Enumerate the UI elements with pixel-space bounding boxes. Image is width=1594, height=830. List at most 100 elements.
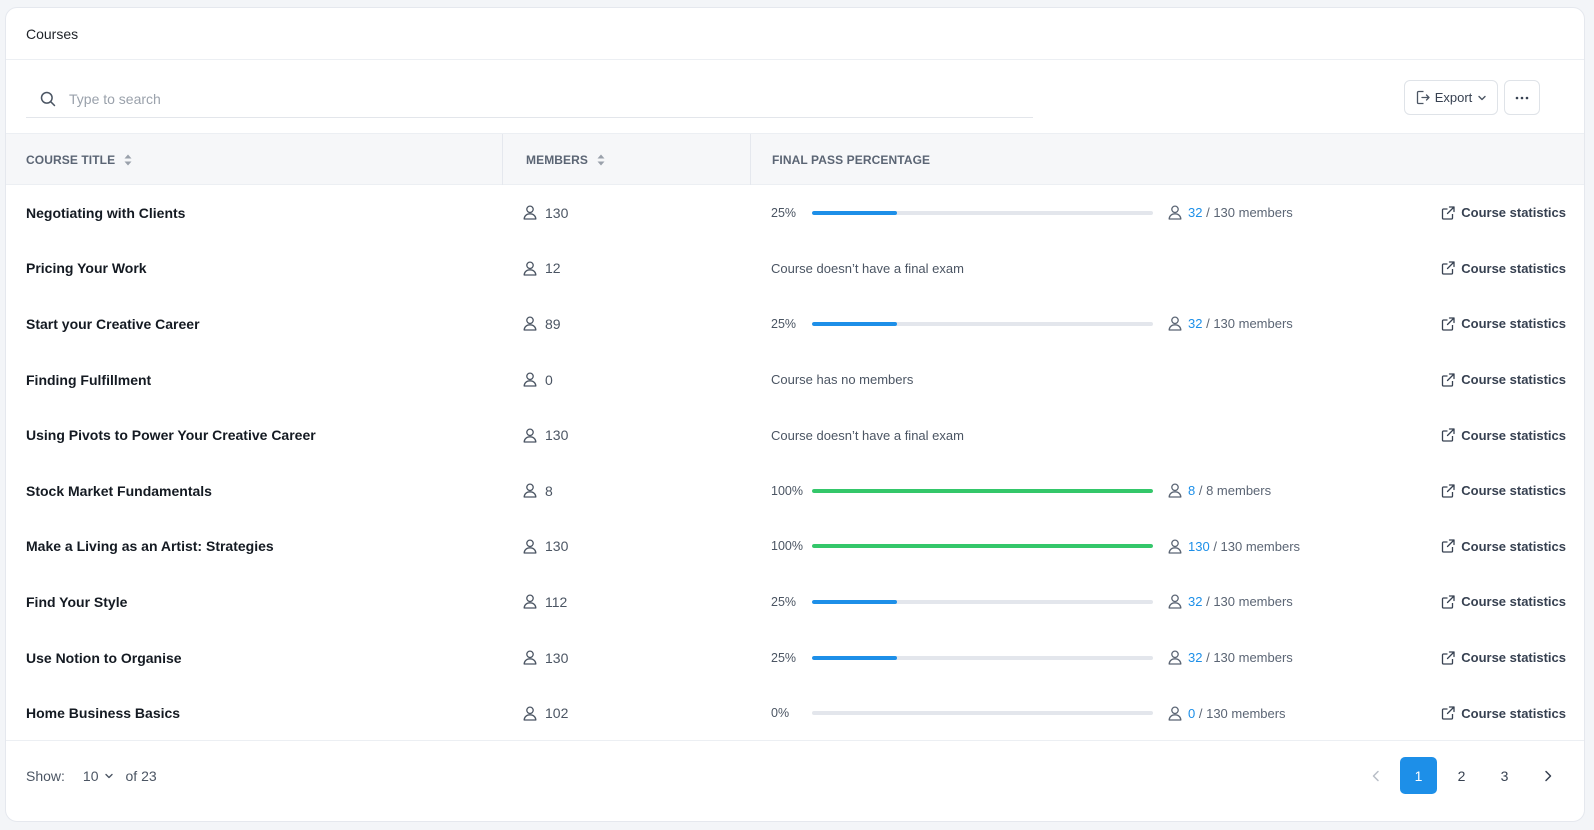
course-title[interactable]: Using Pivots to Power Your Creative Care… [26,427,316,444]
passed-count: 32 [1188,316,1203,332]
course-title[interactable]: Use Notion to Organise [26,649,182,666]
course-statistics-label: Course statistics [1461,372,1566,388]
members-total: / 130 members [1206,205,1293,221]
passed-members: 8 / 8 members [1168,483,1271,498]
course-title[interactable]: Start your Creative Career [26,315,200,332]
course-statistics-link[interactable]: Course statistics [1441,685,1566,741]
course-statistics-link[interactable]: Course statistics [1441,519,1566,575]
course-title[interactable]: Pricing Your Work [26,260,147,277]
external-link-icon [1442,317,1455,331]
table-footer: Show: 10 of 23 1 2 3 [6,740,1584,821]
members-count: 8 [545,482,553,499]
sort-icon[interactable] [124,154,132,166]
pass-cell: Course doesn’t have a final exam [771,407,1331,463]
course-title[interactable]: Home Business Basics [26,705,181,722]
pass-progress-bar [812,321,1153,326]
page-size-control: Show: 10 of 23 [26,741,157,810]
members-cell: 0 [523,352,553,408]
table-row: Stock Market Fundamentals 8 100% 8 / 8 memb… [6,463,1584,519]
column-header-members[interactable]: MEMBERS [526,134,605,185]
course-statistics-link[interactable]: Course statistics [1441,296,1566,352]
course-statistics-link[interactable]: Course statistics [1441,352,1566,408]
members-count: 12 [545,260,561,277]
column-header-title[interactable]: COURSE TITLE [26,134,132,185]
pass-note: Course doesn’t have a final exam [771,427,964,443]
search-box[interactable] [26,80,1033,118]
members-cell: 130 [523,630,568,686]
more-options-button[interactable] [1504,80,1540,115]
search-icon [40,91,56,106]
pass-progress-bar [812,210,1153,215]
search-input[interactable] [69,90,969,107]
pass-progress-fill [812,544,1153,549]
external-link-icon [1442,206,1455,220]
course-statistics-link[interactable]: Course statistics [1441,630,1566,686]
page-size-select[interactable]: 10 [83,768,114,784]
members-count: 130 [545,649,569,666]
pagination: 1 2 3 [1357,757,1566,794]
members-total: / 130 members [1198,705,1286,721]
table-row: Negotiating with Clients 130 25% 32 / 130 m… [6,185,1584,241]
members-count: 130 [545,204,569,221]
course-statistics-link[interactable]: Course statistics [1441,463,1566,519]
course-title[interactable]: Negotiating with Clients [26,204,186,221]
course-statistics-label: Course statistics [1461,316,1566,332]
members-total: / 130 members [1206,594,1293,610]
course-title[interactable]: Find Your Style [26,593,128,610]
user-icon [523,706,537,721]
course-statistics-label: Course statistics [1461,538,1566,554]
next-page-button[interactable] [1529,757,1566,794]
pass-note: Course has no members [771,372,914,388]
sort-icon[interactable] [597,154,605,166]
course-statistics-link[interactable]: Course statistics [1441,574,1566,630]
members-total: / 8 members [1198,483,1272,499]
column-header-pass-percentage: FINAL PASS PERCENTAGE [772,152,931,167]
export-button[interactable]: Export [1404,80,1498,115]
pass-percentage: 25% [771,205,797,220]
course-title[interactable]: Finding Fulfillment [26,371,152,388]
export-label: Export [1434,90,1473,105]
members-cell: 89 [523,296,561,352]
pass-cell: Course has no members [771,352,1331,408]
external-link-icon [1442,595,1455,609]
page-button-2[interactable]: 2 [1457,767,1466,784]
pass-percentage: 25% [771,316,797,331]
course-statistics-link[interactable]: Course statistics [1441,407,1566,463]
external-link-icon [1442,372,1455,387]
user-icon [523,650,537,665]
course-title[interactable]: Make a Living as an Artist: Strategies [26,538,274,555]
user-icon [1168,205,1182,220]
members-cell: 130 [523,519,568,575]
external-link-icon [1442,706,1455,720]
course-statistics-label: Course statistics [1461,427,1566,443]
course-statistics-label: Course statistics [1461,483,1566,499]
user-icon [523,428,537,443]
user-icon [523,316,537,332]
table-row: Using Pivots to Power Your Creative Care… [6,407,1584,463]
card-header: Courses [6,8,1584,60]
course-statistics-link[interactable]: Course statistics [1441,241,1566,297]
members-total: / 130 members [1213,538,1301,554]
members-count: 102 [545,705,569,722]
members-count: 112 [545,593,568,610]
toolbar: Export [6,60,1584,133]
pass-percentage: 100% [771,483,803,498]
pass-cell: 0% 0 / 130 members [771,685,1331,741]
page-title: Courses [26,25,79,42]
course-statistics-label: Course statistics [1461,260,1566,276]
user-icon [1168,650,1182,665]
table-row: Make a Living as an Artist: Strategies 13… [6,519,1584,575]
page-button-3[interactable]: 3 [1500,767,1509,784]
page-button-1[interactable]: 1 [1400,757,1437,794]
passed-count: 8 [1188,483,1196,499]
user-icon [1168,594,1182,610]
course-title[interactable]: Stock Market Fundamentals [26,482,212,499]
passed-count: 0 [1188,705,1196,721]
members-cell: 8 [523,463,553,519]
passed-members: 32 / 130 members [1168,316,1293,331]
prev-page-button[interactable] [1357,757,1394,794]
course-statistics-link[interactable]: Course statistics [1441,185,1566,241]
pass-cell: 25% 32 / 130 members [771,574,1331,630]
user-icon [1168,316,1182,332]
user-icon [1168,706,1182,721]
